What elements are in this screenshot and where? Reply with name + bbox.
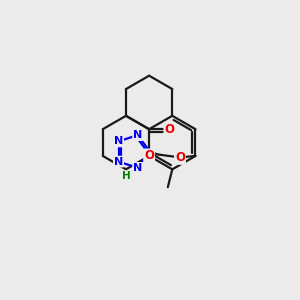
Text: O: O [144,149,154,162]
Text: O: O [164,123,174,136]
Text: N: N [133,163,142,173]
Text: N: N [133,130,142,140]
Text: N: N [114,157,123,166]
Text: N: N [114,136,123,146]
Text: O: O [175,151,185,164]
Text: H: H [122,171,131,181]
